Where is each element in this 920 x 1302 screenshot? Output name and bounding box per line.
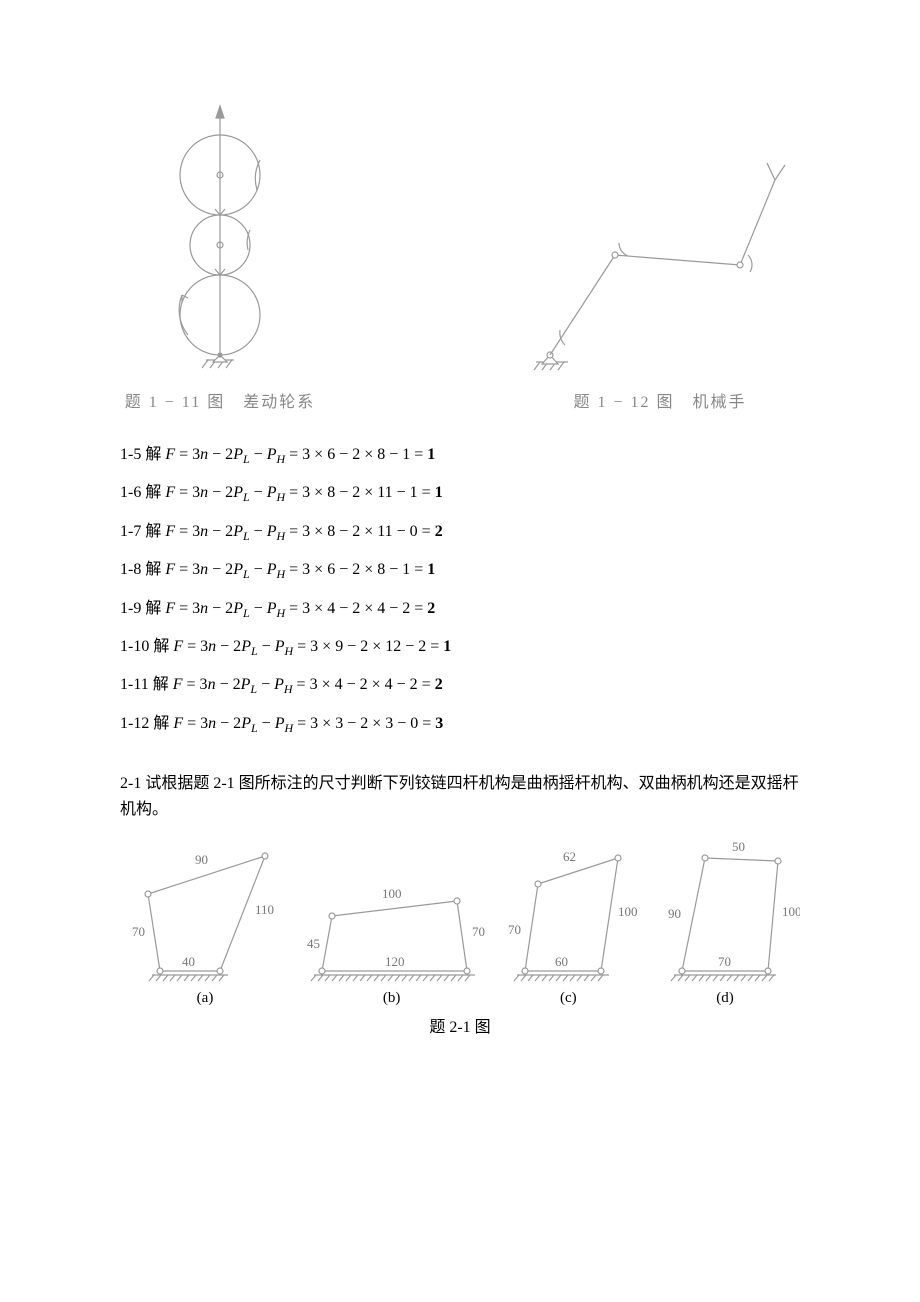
svg-text:100: 100 xyxy=(382,886,402,901)
svg-text:70: 70 xyxy=(508,922,521,937)
fig-1-11-caption: 题 1 − 11 图 差动轮系 xyxy=(125,388,315,412)
linkage-a: 70 90 110 40 (a) xyxy=(120,836,290,1007)
fig-1-12-svg xyxy=(520,160,800,380)
page: 题 1 − 11 图 差动轮系 xyxy=(0,0,920,1097)
linkage-b: 45 100 70 120 (b) xyxy=(297,856,487,1007)
svg-text:70: 70 xyxy=(718,954,731,969)
linkage-c-svg: 70 62 100 60 xyxy=(493,836,643,986)
solution-line: 1-12 解 F = 3n − 2PL − PH = 3 × 3 − 2 × 3… xyxy=(120,705,800,743)
svg-text:110: 110 xyxy=(255,902,274,917)
linkage-d-label: (d) xyxy=(716,990,734,1007)
svg-text:100: 100 xyxy=(782,904,800,919)
solution-line: 1-7 解 F = 3n − 2PL − PH = 3 × 8 − 2 × 11… xyxy=(120,513,800,551)
solution-line: 1-5 解 F = 3n − 2PL − PH = 3 × 6 − 2 × 8 … xyxy=(120,436,800,474)
svg-text:40: 40 xyxy=(182,954,195,969)
fig-1-12-caption: 题 1 − 12 图 机械手 xyxy=(573,388,746,412)
linkage-c: 70 62 100 60 (c) xyxy=(493,836,643,1007)
svg-text:70: 70 xyxy=(472,924,485,939)
svg-text:90: 90 xyxy=(195,852,208,867)
linkage-c-label: (c) xyxy=(560,990,577,1007)
fig-1-12-block: 题 1 − 12 图 机械手 xyxy=(520,160,800,412)
linkage-b-svg: 45 100 70 120 xyxy=(297,856,487,986)
linkage-caption: 题 2-1 图 xyxy=(120,1013,800,1037)
fig-1-11-svg xyxy=(120,100,320,380)
solution-line: 1-9 解 F = 3n − 2PL − PH = 3 × 4 − 2 × 4 … xyxy=(120,590,800,628)
svg-text:62: 62 xyxy=(563,849,576,864)
linkage-row: 70 90 110 40 (a) 45 100 70 120 (b) 70 62 100 60 (c) 90 5… xyxy=(120,836,800,1007)
linkage-d: 90 50 100 70 (d) xyxy=(650,836,800,1007)
svg-text:50: 50 xyxy=(732,839,745,854)
solutions-list: 1-5 解 F = 3n − 2PL − PH = 3 × 6 − 2 × 8 … xyxy=(120,436,800,743)
svg-text:60: 60 xyxy=(555,954,568,969)
svg-text:120: 120 xyxy=(385,954,405,969)
solution-line: 1-10 解 F = 3n − 2PL − PH = 3 × 9 − 2 × 1… xyxy=(120,628,800,666)
solution-line: 1-11 解 F = 3n − 2PL − PH = 3 × 4 − 2 × 4… xyxy=(120,666,800,704)
linkage-a-label: (a) xyxy=(197,990,214,1007)
linkage-b-label: (b) xyxy=(383,990,401,1007)
q21-text: 2-1 试根据题 2-1 图所标注的尺寸判断下列铰链四杆机构是曲柄摇杆机构、双曲… xyxy=(120,771,800,822)
fig-1-11-block: 题 1 − 11 图 差动轮系 xyxy=(120,100,320,412)
linkage-a-svg: 70 90 110 40 xyxy=(120,836,290,986)
svg-text:90: 90 xyxy=(668,906,681,921)
svg-text:100: 100 xyxy=(618,904,638,919)
linkage-d-svg: 90 50 100 70 xyxy=(650,836,800,986)
svg-text:45: 45 xyxy=(307,936,320,951)
solution-line: 1-6 解 F = 3n − 2PL − PH = 3 × 8 − 2 × 11… xyxy=(120,474,800,512)
solution-line: 1-8 解 F = 3n − 2PL − PH = 3 × 6 − 2 × 8 … xyxy=(120,551,800,589)
top-figures-row: 题 1 − 11 图 差动轮系 xyxy=(120,100,800,412)
svg-text:70: 70 xyxy=(132,924,145,939)
